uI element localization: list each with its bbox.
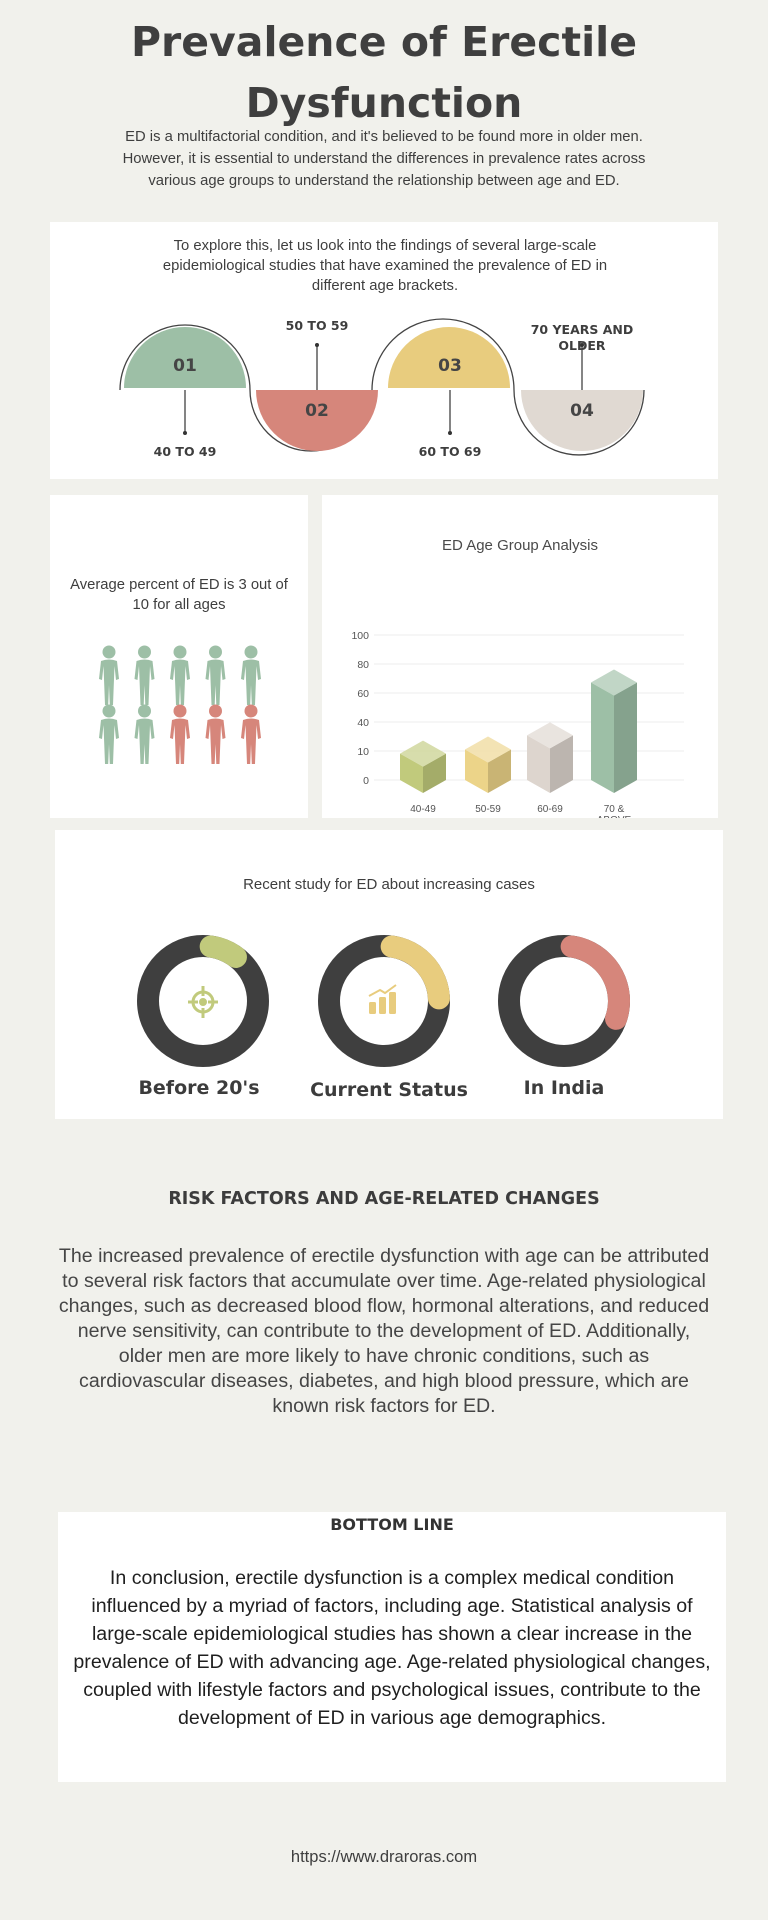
person-icon [99, 645, 119, 705]
target-icon [188, 986, 218, 1018]
bar-60-69 [527, 722, 573, 793]
y-tick-label: 10 [357, 746, 369, 758]
bar-50-59 [465, 736, 511, 793]
risk-paragraph: The increased prevalence of erectile dys… [58, 1245, 710, 1417]
bar-chart-icon [368, 984, 397, 1014]
person-icon [205, 645, 226, 705]
donut-3 [498, 935, 630, 1067]
intro-paragraph: ED is a multifactorial condition, and it… [122, 129, 646, 189]
bottom-line-paragraph: In conclusion, erectile dysfunction is a… [73, 1567, 711, 1729]
age-stage-wave [119, 318, 645, 456]
risk-heading: RISK FACTORS AND AGE-RELATED CHANGES [168, 1189, 600, 1209]
stage-shape-03 [388, 327, 510, 388]
x-tick-label: ABOVE [597, 815, 632, 818]
person-icon [205, 704, 226, 764]
donut-progress-arc [318, 935, 450, 1067]
stage-number-04: 04 [570, 401, 594, 421]
bottom-line-heading: BOTTOM LINE [330, 1515, 454, 1534]
x-tick-label: 40-49 [410, 804, 436, 815]
y-tick-label: 40 [357, 717, 369, 729]
people-figures [99, 645, 261, 764]
donut-caption-before-20s: Before 20's [138, 1077, 260, 1099]
person-icon [134, 645, 155, 705]
donut-caption-current-status: Current Status [310, 1079, 468, 1101]
person-icon [241, 645, 261, 705]
person-icon [170, 645, 190, 705]
donut-progress-arc [498, 935, 630, 1067]
stage-shape-01 [124, 327, 246, 388]
y-tick-label: 100 [351, 630, 369, 642]
page-title: Prevalence of Erectile Dysfunction [130, 18, 638, 127]
donut-2 [318, 935, 450, 1067]
x-tick-label: 70 & [604, 804, 625, 815]
x-tick-label: 50-59 [475, 804, 501, 815]
stage-shape-02 [256, 390, 378, 451]
donut-charts [137, 935, 630, 1067]
stage-label-01: 40 TO 49 [153, 444, 217, 459]
y-tick-label: 60 [357, 688, 369, 700]
y-tick-label: 80 [357, 659, 369, 671]
donut-progress-arc [137, 935, 269, 1067]
average-text: Average percent of ED is 3 out of 10 for… [70, 577, 288, 613]
stage-label-02: 50 TO 59 [285, 318, 349, 333]
stage-label-04: 70 YEARS AND OLDER [530, 322, 634, 353]
stage-number-01: 01 [173, 356, 197, 376]
donut-caption-in-india: In India [523, 1077, 605, 1099]
stage-number-03: 03 [438, 356, 462, 376]
chart-title: ED Age Group Analysis [442, 537, 598, 554]
recent-study-title: Recent study for ED about increasing cas… [243, 876, 535, 893]
y-tick-label: 0 [363, 775, 369, 787]
bottom-line-card [58, 1512, 726, 1782]
stage-number-02: 02 [305, 401, 329, 421]
person-icon [241, 704, 261, 764]
bar-40-49 [400, 740, 446, 793]
studies-intro: To explore this, let us look into the fi… [162, 238, 608, 294]
x-tick-label: 60-69 [537, 804, 563, 815]
stage-label-03: 60 TO 69 [418, 444, 482, 459]
chart-card [322, 495, 718, 818]
website-link[interactable]: https://www.draroras.com [290, 1848, 478, 1866]
person-icon [170, 704, 190, 764]
bar-70-above [591, 669, 637, 793]
person-icon [134, 704, 155, 764]
person-icon [99, 704, 119, 764]
donut-1 [137, 935, 269, 1067]
stage-shape-04 [521, 390, 643, 451]
